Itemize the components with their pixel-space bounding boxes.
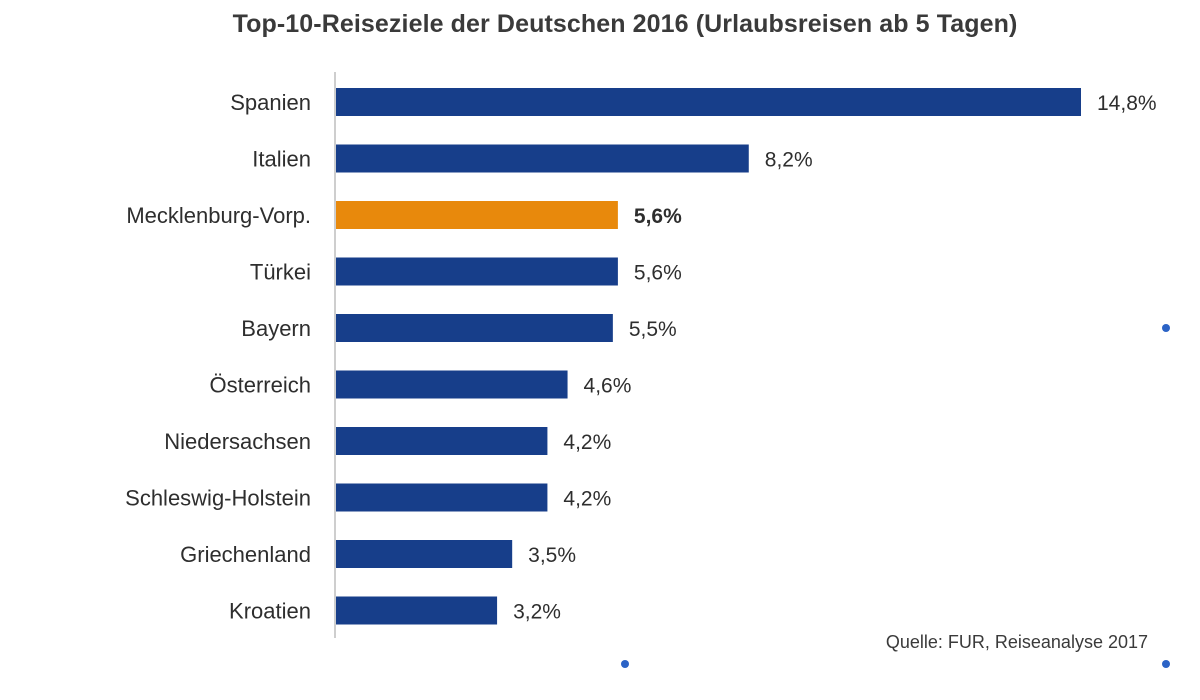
bar (336, 144, 749, 173)
value-label: 5,5% (629, 318, 677, 341)
bar (336, 370, 568, 399)
category-label: Griechenland (180, 542, 311, 567)
value-label: 4,2% (563, 488, 611, 511)
category-label: Türkei (250, 260, 311, 285)
decorative-dot (621, 660, 629, 668)
value-label: 4,6% (584, 375, 632, 398)
category-label: Schleswig-Holstein (125, 486, 311, 511)
decorative-dot (1162, 324, 1170, 332)
bars-group: Spanien 14,8% Italien 8,2% Mecklenburg-Vorp.… (125, 88, 1157, 625)
chart-title: Top-10-Reiseziele der Deutschen 2016 (Ur… (232, 10, 1018, 38)
value-label: 8,2% (765, 149, 813, 172)
category-label: Spanien (230, 90, 311, 115)
category-label: Österreich (210, 373, 311, 398)
bar-highlighted (336, 201, 618, 229)
category-label: Kroatien (229, 599, 311, 624)
category-label: Mecklenburg-Vorp. (126, 203, 311, 228)
bar (336, 483, 548, 512)
bar (336, 257, 618, 286)
bar (336, 314, 613, 342)
value-label: 3,5% (528, 544, 576, 567)
bar (336, 596, 498, 625)
category-label: Italien (252, 147, 311, 172)
bar (336, 540, 513, 568)
category-label: Niedersachsen (164, 429, 311, 454)
decorative-dot (1162, 660, 1170, 668)
value-label: 3,2% (513, 601, 561, 624)
source-note: Quelle: FUR, Reiseanalyse 2017 (885, 632, 1148, 652)
bar (336, 427, 548, 455)
category-label: Bayern (241, 316, 311, 341)
value-label: 4,2% (563, 431, 611, 454)
value-label: 5,6% (634, 262, 682, 285)
bar (336, 88, 1081, 116)
value-label: 14,8% (1097, 92, 1157, 115)
value-label: 5,6% (634, 205, 682, 228)
